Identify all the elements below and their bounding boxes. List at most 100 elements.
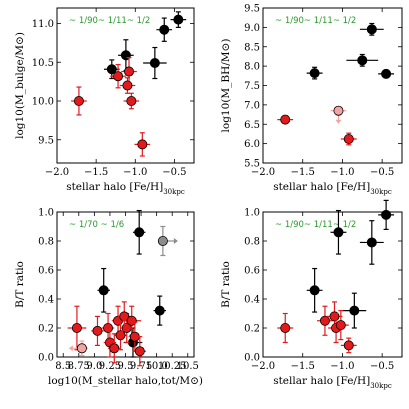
data-point bbox=[132, 209, 146, 255]
data-marker bbox=[124, 66, 135, 77]
data-marker bbox=[335, 320, 346, 331]
x-tick-label: 9.5 bbox=[118, 361, 134, 372]
data-point bbox=[306, 267, 323, 313]
axes-frame bbox=[262, 7, 403, 164]
data-point bbox=[277, 312, 294, 344]
data-point bbox=[378, 199, 395, 230]
x-tick-label: −1.5 bbox=[84, 167, 108, 178]
data-marker bbox=[137, 139, 148, 150]
data-point bbox=[170, 11, 187, 28]
data-point bbox=[342, 292, 367, 329]
data-marker bbox=[343, 133, 354, 144]
data-marker bbox=[126, 96, 137, 107]
data-marker bbox=[357, 55, 368, 66]
y-tick-label: 0.2 bbox=[244, 324, 260, 335]
x-tick-label: −0.5 bbox=[162, 167, 186, 178]
y-tick-label: 7.0 bbox=[244, 100, 260, 111]
data-point bbox=[118, 39, 134, 72]
y-tick-label: 8.5 bbox=[244, 42, 260, 53]
data-marker bbox=[115, 330, 126, 341]
panel-bt-vs-feh: −2.0 −1.5 −1.0 −0.5 0.0 0.2 0.4 0.6 0.8 1.0 stella… bbox=[220, 199, 403, 390]
x-tick-label: −0.5 bbox=[370, 361, 394, 372]
data-marker bbox=[122, 80, 133, 91]
x-tick-label: −1.0 bbox=[330, 361, 354, 372]
x-tick-label: −1.0 bbox=[123, 167, 147, 178]
x-tick-label: 9.25 bbox=[99, 361, 121, 372]
x-tick-label: 10.0 bbox=[146, 361, 168, 372]
y-tick-label: 9.0 bbox=[244, 23, 260, 34]
data-marker bbox=[71, 322, 82, 333]
data-point bbox=[71, 86, 87, 116]
panel-bulge-mass-vs-feh: −2.0 −1.5 −1.0 −0.5 9.5 10.0 10.5 11.0 stellar h… bbox=[14, 7, 195, 196]
data-marker bbox=[333, 227, 344, 238]
data-marker bbox=[309, 285, 320, 296]
y-tick-label: 10.0 bbox=[32, 97, 54, 108]
x-axis-label: stellar halo [Fe/H]30kpc bbox=[273, 375, 392, 390]
data-marker bbox=[309, 68, 320, 79]
ratio-annotation: ~ 1/90~ 1/11~ 1/2 bbox=[69, 16, 150, 26]
y-tick-label: 9.5 bbox=[38, 135, 54, 146]
data-marker bbox=[343, 340, 354, 351]
data-point bbox=[133, 336, 147, 367]
x-tick-label: −1.5 bbox=[291, 361, 315, 372]
data-point bbox=[119, 77, 136, 94]
y-tick-label: 5.5 bbox=[244, 159, 260, 170]
x-tick-label: 9.0 bbox=[86, 361, 102, 372]
panel-bh-mass-vs-feh: −2.0 −1.5 −1.0 −0.5 5.5 6.0 6.5 7.0 7.5 8.0 8.5 9.0… bbox=[220, 4, 403, 196]
data-point bbox=[317, 305, 333, 336]
data-marker bbox=[98, 285, 109, 296]
data-point bbox=[346, 53, 379, 67]
data-marker bbox=[126, 315, 137, 326]
data-marker bbox=[76, 343, 87, 354]
y-axis-label: log10(M_bulge/M⊙) bbox=[14, 32, 26, 139]
data-marker bbox=[280, 114, 291, 125]
data-point bbox=[123, 92, 140, 110]
data-point bbox=[330, 209, 347, 255]
data-point bbox=[359, 22, 384, 36]
data-marker bbox=[333, 105, 344, 116]
data-point bbox=[108, 333, 121, 364]
y-tick-label: 1.0 bbox=[38, 208, 54, 219]
y-tick-label: 0.4 bbox=[244, 295, 260, 306]
data-marker bbox=[92, 325, 103, 336]
ratio-annotation: ~ 1/90~ 1/11~ 1/2 bbox=[275, 16, 356, 26]
y-tick-label: 10.5 bbox=[32, 58, 54, 69]
y-tick-label: 0.0 bbox=[38, 353, 54, 364]
data-point bbox=[118, 301, 131, 332]
data-point bbox=[114, 320, 127, 351]
y-axis-label: B/T ratio bbox=[220, 261, 232, 308]
data-point bbox=[110, 63, 126, 89]
data-point bbox=[143, 46, 167, 80]
y-tick-label: 0.8 bbox=[244, 237, 260, 248]
y-tick-label: 8.0 bbox=[244, 62, 260, 73]
y-tick-label: 7.5 bbox=[244, 81, 260, 92]
y-tick-label: 0.6 bbox=[244, 266, 260, 277]
data-point bbox=[306, 66, 323, 80]
data-point bbox=[277, 114, 294, 125]
x-tick-label: 8.75 bbox=[68, 361, 90, 372]
data-marker bbox=[173, 14, 184, 25]
y-tick-label: 11.0 bbox=[32, 19, 54, 30]
data-marker bbox=[349, 305, 360, 316]
axes-frame bbox=[56, 7, 195, 164]
data-marker bbox=[366, 237, 377, 248]
y-tick-label: 0.4 bbox=[38, 295, 54, 306]
data-point bbox=[340, 132, 357, 146]
data-point bbox=[156, 17, 173, 42]
data-marker bbox=[109, 343, 120, 354]
data-point bbox=[134, 132, 151, 157]
ratio-annotation: ~ 1/70 ~ 1/6 bbox=[69, 220, 124, 230]
y-axis-label: log10(M_BH/M⊙) bbox=[220, 39, 232, 133]
data-marker bbox=[134, 346, 145, 357]
y-tick-label: 0.6 bbox=[38, 266, 54, 277]
x-tick-label: −2.0 bbox=[251, 361, 275, 372]
x-tick-label: −1.0 bbox=[330, 167, 354, 178]
data-point bbox=[330, 105, 347, 124]
y-tick-label: 0.8 bbox=[38, 237, 54, 248]
data-marker bbox=[280, 322, 291, 333]
data-point bbox=[97, 267, 110, 313]
x-axis-label: stellar halo [Fe/H]30kpc bbox=[66, 181, 185, 196]
y-tick-label: 1.0 bbox=[244, 208, 260, 219]
limit-arrow-head bbox=[68, 345, 73, 352]
